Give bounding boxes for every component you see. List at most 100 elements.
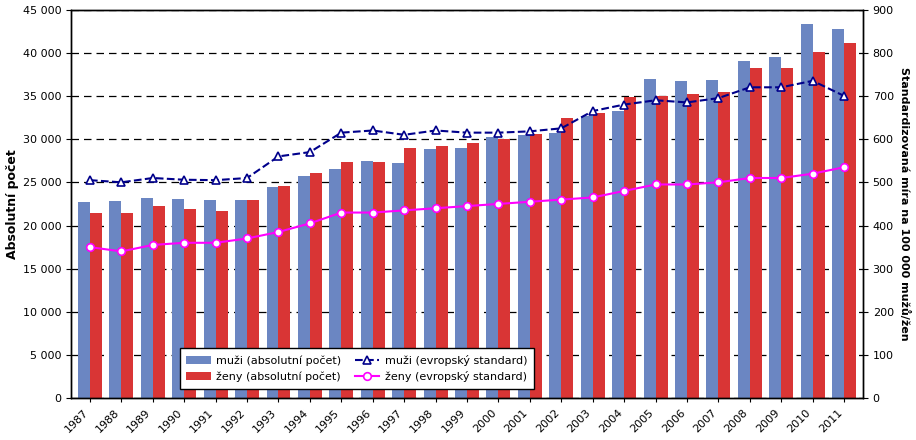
Bar xyxy=(141,198,153,398)
Bar xyxy=(612,110,624,398)
ženy (evropský standard) xyxy=(556,197,567,202)
Bar xyxy=(581,116,593,398)
Y-axis label: Absolutní počet: Absolutní počet xyxy=(5,149,18,259)
Bar xyxy=(593,113,605,398)
Bar xyxy=(247,201,259,398)
Bar xyxy=(718,92,730,398)
ženy (evropský standard) xyxy=(462,203,473,209)
muži (evropský standard) xyxy=(398,132,409,137)
Bar xyxy=(624,97,636,398)
muži (evropský standard) xyxy=(462,130,473,135)
Bar xyxy=(644,79,656,398)
muži (evropský standard) xyxy=(336,130,347,135)
Bar xyxy=(298,176,310,398)
Bar xyxy=(781,68,793,398)
muži (evropský standard) xyxy=(650,98,661,103)
Line: ženy (evropský standard): ženy (evropský standard) xyxy=(86,163,848,255)
Bar xyxy=(392,163,404,398)
Bar xyxy=(812,52,824,398)
Y-axis label: Standardizovaná míra na 100 000 mužů/žen: Standardizovaná míra na 100 000 mužů/žen xyxy=(900,67,911,341)
muži (evropský standard) xyxy=(304,150,315,155)
ženy (evropský standard) xyxy=(304,221,315,226)
Bar xyxy=(310,173,322,398)
muži (evropský standard) xyxy=(431,128,442,133)
ženy (evropský standard) xyxy=(524,199,535,205)
muži (evropský standard) xyxy=(273,154,284,159)
muži (evropský standard) xyxy=(210,177,221,183)
muži (evropský standard) xyxy=(682,100,692,105)
ženy (evropský standard) xyxy=(776,176,787,181)
muži (evropský standard) xyxy=(745,84,756,90)
ženy (evropský standard) xyxy=(650,182,661,187)
Bar xyxy=(121,213,134,398)
ženy (evropský standard) xyxy=(147,242,158,248)
Bar xyxy=(529,134,541,398)
ženy (evropský standard) xyxy=(179,240,190,246)
Bar xyxy=(373,162,385,398)
ženy (evropský standard) xyxy=(242,236,253,241)
Bar xyxy=(404,148,416,398)
ženy (evropský standard) xyxy=(618,188,629,194)
Bar xyxy=(562,117,573,398)
Bar xyxy=(455,148,467,398)
muži (evropský standard) xyxy=(587,108,598,114)
Bar xyxy=(706,81,718,398)
ženy (evropský standard) xyxy=(273,229,284,235)
Bar xyxy=(361,161,373,398)
muži (evropský standard) xyxy=(367,128,378,133)
Bar xyxy=(78,202,90,398)
Bar xyxy=(184,209,196,398)
ženy (evropský standard) xyxy=(839,165,850,170)
ženy (evropský standard) xyxy=(807,171,818,176)
Bar xyxy=(342,161,354,398)
muži (evropský standard) xyxy=(776,84,787,90)
muži (evropský standard) xyxy=(807,78,818,84)
Bar xyxy=(801,24,812,398)
Bar xyxy=(278,186,290,398)
Bar xyxy=(172,199,184,398)
Bar xyxy=(153,205,165,398)
Bar xyxy=(738,62,750,398)
Bar xyxy=(656,96,668,398)
muži (evropský standard) xyxy=(839,93,850,99)
ženy (evropský standard) xyxy=(745,176,756,181)
ženy (evropský standard) xyxy=(587,195,598,200)
Bar xyxy=(498,139,510,398)
Bar xyxy=(675,81,687,398)
Line: muži (evropský standard): muži (evropský standard) xyxy=(86,77,848,186)
Bar xyxy=(467,143,479,398)
Bar xyxy=(203,200,215,398)
Bar xyxy=(832,29,845,398)
muži (evropský standard) xyxy=(179,177,190,182)
ženy (evropský standard) xyxy=(431,205,442,211)
Bar xyxy=(267,187,278,398)
Bar xyxy=(90,213,102,398)
Bar xyxy=(769,57,781,398)
muži (evropský standard) xyxy=(115,180,126,185)
Bar xyxy=(330,169,342,398)
muži (evropský standard) xyxy=(713,95,724,101)
Legend: muži (absolutní počet), ženy (absolutní počet), muži (evropský standard), ženy (: muži (absolutní počet), ženy (absolutní … xyxy=(180,348,534,389)
ženy (evropský standard) xyxy=(713,180,724,185)
ženy (evropský standard) xyxy=(493,201,504,206)
Bar xyxy=(687,94,699,398)
Bar xyxy=(486,137,498,398)
Bar xyxy=(109,202,121,398)
ženy (evropský standard) xyxy=(84,245,95,250)
ženy (evropský standard) xyxy=(210,240,221,246)
ženy (evropský standard) xyxy=(367,210,378,215)
Bar xyxy=(215,211,227,398)
ženy (evropský standard) xyxy=(398,208,409,213)
Bar xyxy=(436,146,448,398)
muži (evropský standard) xyxy=(556,126,567,131)
muži (evropský standard) xyxy=(618,102,629,107)
ženy (evropský standard) xyxy=(115,249,126,254)
muži (evropský standard) xyxy=(147,176,158,181)
muži (evropský standard) xyxy=(242,176,253,181)
muži (evropský standard) xyxy=(84,177,95,183)
Bar xyxy=(518,135,529,398)
Bar xyxy=(550,133,562,398)
muži (evropský standard) xyxy=(493,130,504,135)
ženy (evropský standard) xyxy=(682,182,692,187)
Bar xyxy=(235,201,247,398)
